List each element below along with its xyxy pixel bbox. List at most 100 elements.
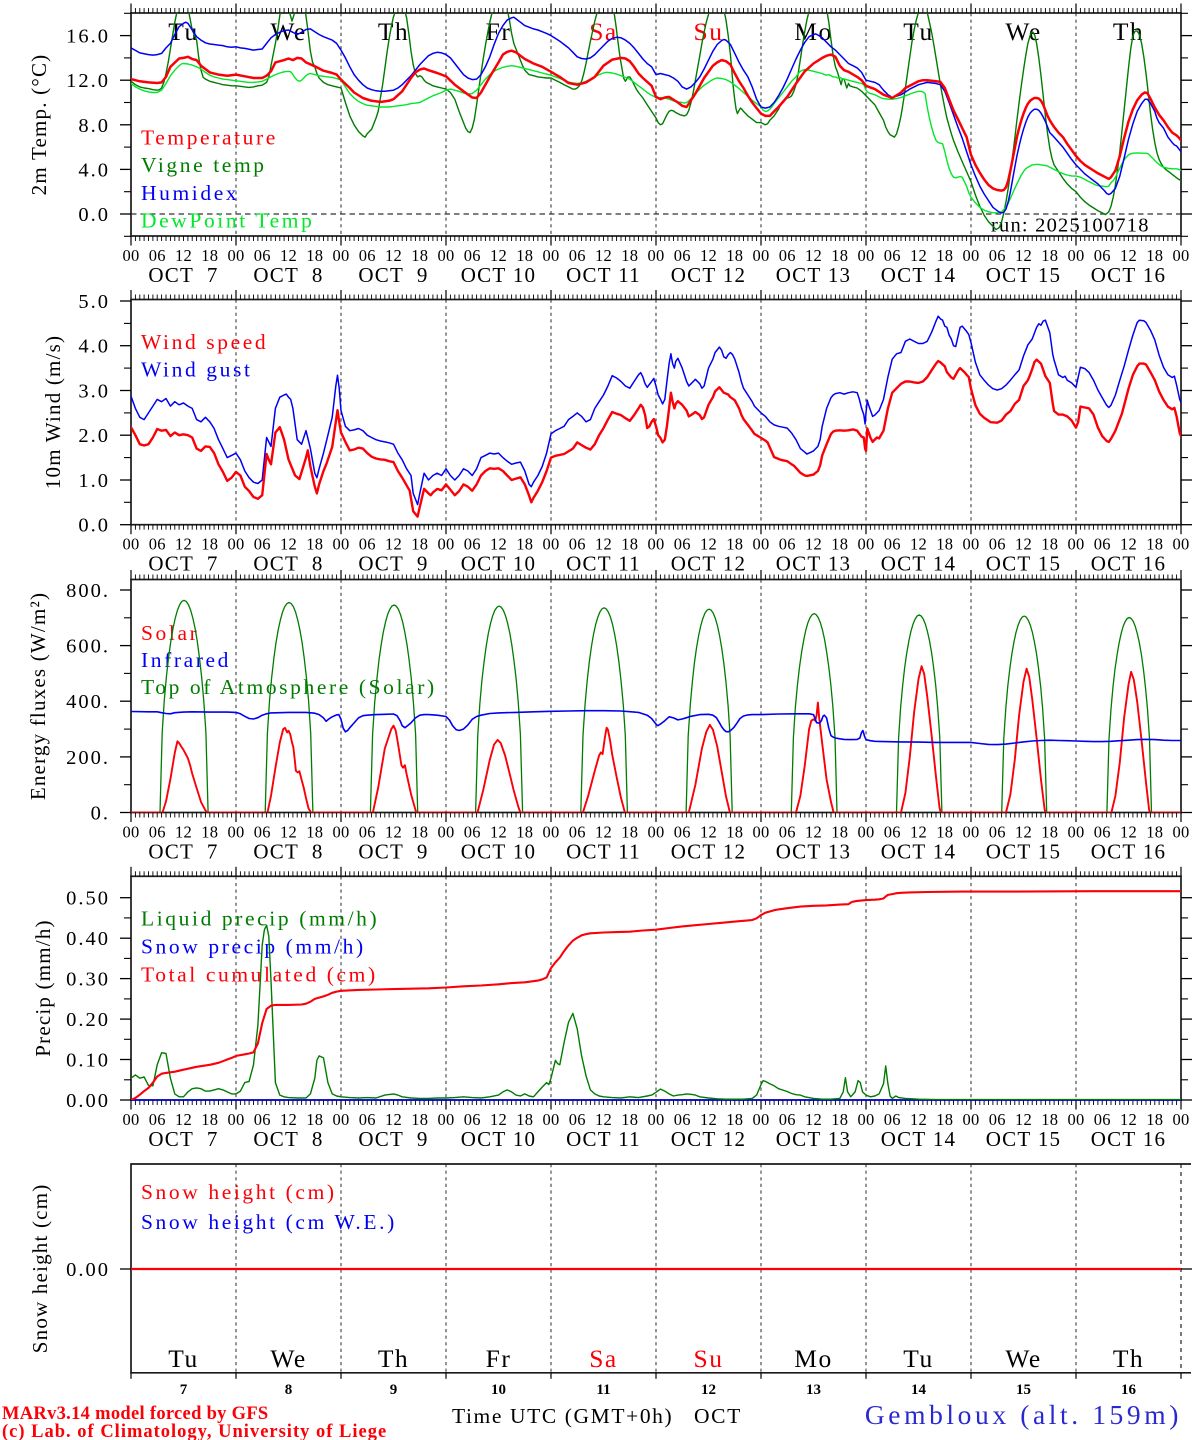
- svg-text:06: 06: [254, 535, 271, 554]
- svg-text:0.10: 0.10: [66, 1050, 110, 1072]
- svg-text:12: 12: [385, 823, 402, 842]
- svg-text:06: 06: [569, 823, 586, 842]
- svg-text:5.0: 5.0: [78, 291, 110, 313]
- svg-text:12: 12: [1120, 823, 1137, 842]
- svg-text:06: 06: [779, 823, 796, 842]
- svg-text:10m Wind (m/s): 10m Wind (m/s): [41, 335, 65, 489]
- svg-text:18: 18: [1041, 535, 1058, 554]
- svg-text:00: 00: [962, 535, 979, 554]
- svg-text:Tu: Tu: [168, 1344, 198, 1373]
- svg-text:06: 06: [884, 246, 901, 265]
- svg-text:12: 12: [490, 823, 507, 842]
- svg-text:00: 00: [962, 246, 979, 265]
- svg-text:12: 12: [1015, 1110, 1032, 1129]
- svg-text:Energy fluxes (W/m²): Energy fluxes (W/m²): [26, 592, 50, 800]
- svg-text:18: 18: [306, 823, 323, 842]
- svg-text:06: 06: [254, 823, 271, 842]
- svg-text:06: 06: [254, 246, 271, 265]
- svg-text:18: 18: [201, 535, 218, 554]
- svg-text:00: 00: [1172, 246, 1189, 265]
- svg-text:12: 12: [175, 1110, 192, 1129]
- svg-text:OCT 9: OCT 9: [358, 1127, 428, 1151]
- svg-text:18: 18: [936, 246, 953, 265]
- svg-text:18: 18: [1146, 823, 1163, 842]
- svg-text:12.0: 12.0: [66, 70, 110, 92]
- svg-text:18: 18: [1146, 535, 1163, 554]
- svg-text:OCT: OCT: [694, 1404, 742, 1428]
- svg-text:0.0: 0.0: [78, 204, 110, 226]
- svg-text:8: 8: [285, 1382, 293, 1398]
- svg-text:Su: Su: [694, 17, 724, 46]
- svg-text:OCT 7: OCT 7: [148, 1127, 218, 1151]
- svg-text:06: 06: [569, 535, 586, 554]
- svg-text:OCT 12: OCT 12: [671, 552, 746, 576]
- svg-text:00: 00: [1172, 1110, 1189, 1129]
- svg-text:OCT 16: OCT 16: [1091, 552, 1166, 576]
- svg-text:00: 00: [227, 823, 244, 842]
- svg-text:OCT 8: OCT 8: [253, 840, 323, 864]
- svg-text:18: 18: [411, 823, 428, 842]
- svg-text:18: 18: [306, 535, 323, 554]
- svg-text:Sa: Sa: [589, 17, 618, 46]
- svg-text:12: 12: [805, 823, 822, 842]
- svg-text:Snow height (cm W.E.): Snow height (cm W.E.): [141, 1210, 397, 1234]
- svg-text:06: 06: [149, 246, 166, 265]
- svg-text:12: 12: [175, 535, 192, 554]
- svg-text:00: 00: [332, 1110, 349, 1129]
- svg-text:18: 18: [621, 823, 638, 842]
- svg-text:00: 00: [122, 246, 139, 265]
- svg-text:OCT 15: OCT 15: [986, 552, 1061, 576]
- svg-text:12: 12: [700, 535, 717, 554]
- svg-text:12: 12: [595, 823, 612, 842]
- svg-text:200.: 200.: [66, 747, 110, 769]
- svg-text:MARv3.14 model forced by GFS: MARv3.14 model forced by GFS: [2, 1404, 269, 1424]
- svg-text:12: 12: [175, 246, 192, 265]
- svg-text:06: 06: [779, 535, 796, 554]
- svg-text:12: 12: [175, 823, 192, 842]
- svg-text:OCT 10: OCT 10: [461, 1127, 536, 1151]
- svg-text:00: 00: [332, 246, 349, 265]
- svg-text:18: 18: [201, 1110, 218, 1129]
- svg-text:2m Temp. (°C): 2m Temp. (°C): [27, 54, 51, 196]
- svg-text:DewPoint Temp: DewPoint Temp: [141, 209, 314, 233]
- svg-text:00: 00: [1067, 1110, 1084, 1129]
- svg-text:Liquid precip (mm/h): Liquid precip (mm/h): [141, 907, 379, 931]
- svg-text:06: 06: [884, 1110, 901, 1129]
- svg-text:06: 06: [359, 246, 376, 265]
- svg-text:OCT 7: OCT 7: [148, 263, 218, 287]
- svg-text:00: 00: [1067, 246, 1084, 265]
- svg-text:12: 12: [910, 1110, 927, 1129]
- svg-text:7: 7: [180, 1382, 188, 1398]
- svg-text:OCT 12: OCT 12: [671, 840, 746, 864]
- svg-text:06: 06: [989, 1110, 1006, 1129]
- svg-text:06: 06: [149, 535, 166, 554]
- svg-text:18: 18: [936, 823, 953, 842]
- svg-text:Snow precip (mm/h): Snow precip (mm/h): [141, 935, 366, 959]
- svg-text:18: 18: [411, 1110, 428, 1129]
- svg-text:0.00: 0.00: [66, 1090, 110, 1112]
- svg-text:Th: Th: [378, 1344, 409, 1373]
- svg-text:00: 00: [752, 1110, 769, 1129]
- svg-text:12: 12: [385, 246, 402, 265]
- svg-text:We: We: [1005, 1344, 1041, 1373]
- svg-text:06: 06: [464, 1110, 481, 1129]
- svg-text:12: 12: [700, 246, 717, 265]
- svg-text:00: 00: [647, 246, 664, 265]
- svg-text:12: 12: [280, 823, 297, 842]
- svg-text:0.40: 0.40: [66, 928, 110, 950]
- svg-text:OCT 15: OCT 15: [986, 840, 1061, 864]
- svg-text:00: 00: [437, 1110, 454, 1129]
- svg-text:00: 00: [542, 1110, 559, 1129]
- svg-text:OCT 11: OCT 11: [566, 840, 641, 864]
- svg-text:Sa: Sa: [589, 1344, 618, 1373]
- svg-text:12: 12: [1015, 246, 1032, 265]
- svg-text:OCT 13: OCT 13: [776, 263, 851, 287]
- svg-text:06: 06: [359, 535, 376, 554]
- svg-text:00: 00: [542, 535, 559, 554]
- svg-text:400.: 400.: [66, 691, 110, 713]
- svg-text:12: 12: [280, 535, 297, 554]
- svg-text:8.0: 8.0: [78, 115, 110, 137]
- svg-text:00: 00: [857, 535, 874, 554]
- svg-text:OCT 7: OCT 7: [148, 840, 218, 864]
- svg-text:15: 15: [1016, 1382, 1031, 1398]
